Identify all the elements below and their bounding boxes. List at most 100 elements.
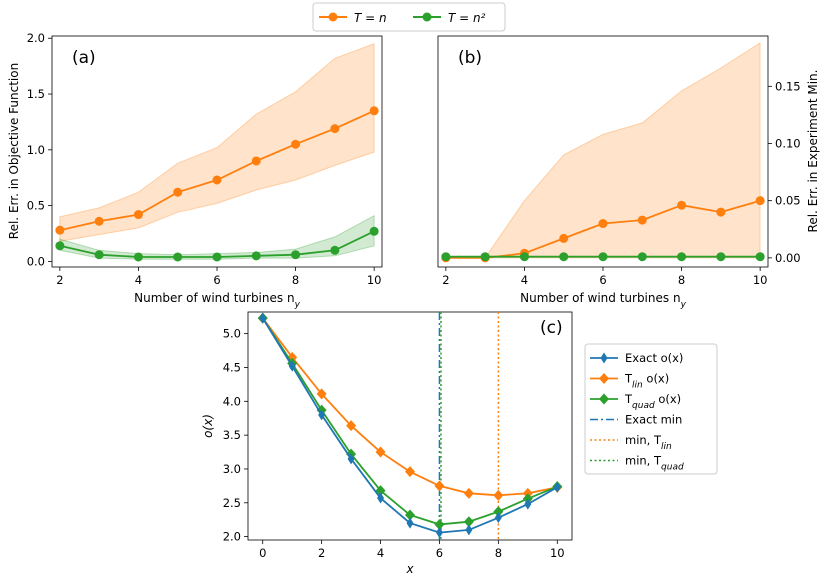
panel-c-point xyxy=(406,517,414,529)
panel-c-xlabel: x xyxy=(405,562,414,576)
legend-c-label-3: Exact min xyxy=(625,413,682,427)
panel-a-point xyxy=(369,106,379,116)
panel-b-label: (b) xyxy=(458,48,482,68)
panel-a-point xyxy=(55,225,65,235)
panel-c-point xyxy=(259,312,267,324)
panel-b-xtick-label: 2 xyxy=(442,273,449,287)
panel-b-point xyxy=(598,252,608,262)
panel-b-ytick-label: 0.15 xyxy=(775,79,801,93)
legend-c-marker-0 xyxy=(600,352,608,364)
panel-c-ylabel: o(x) xyxy=(201,414,215,438)
panel-c-ytick-label: 5.0 xyxy=(223,327,241,341)
panel-c-point xyxy=(288,360,296,372)
panel-c-legend-frame xyxy=(584,343,718,475)
panel-a-ytick-label: 1.5 xyxy=(27,87,45,101)
panel-a-xtick-label: 6 xyxy=(213,273,220,287)
panel-c-ytick-label: 4.0 xyxy=(223,394,241,408)
panel-a-band-0 xyxy=(59,43,375,242)
panel-b-point xyxy=(716,252,726,262)
panel-c-point xyxy=(434,518,445,530)
panel-b-ytick-label: 0.05 xyxy=(775,194,801,208)
panel-a-point xyxy=(173,187,183,197)
panel-c-legend: Exact o(x) Tlin o(x)Tquad o(x) Exact min mi… xyxy=(584,343,718,475)
panel-b-xlabel: Number of wind turbines ny xyxy=(520,291,686,310)
panel-b-ylabel: Rel. Err. in Experiment Min. xyxy=(806,70,820,233)
panel-c-ytick-label: 3.5 xyxy=(223,428,241,442)
legend-c-label-5: min, Tquad xyxy=(625,454,684,473)
panel-a-ytick-label: 0.0 xyxy=(27,254,45,268)
panel-c-xtick-label: 6 xyxy=(436,546,443,560)
panel-a-point xyxy=(251,156,261,166)
panel-b-point xyxy=(519,252,529,262)
top-legend: T = n T = n² xyxy=(312,2,506,32)
panel-a-point xyxy=(94,216,104,226)
panel-a-xlabel: Number of wind turbines ny xyxy=(134,291,300,310)
panel-a-point xyxy=(55,241,65,251)
legend-c-label-0: Exact o(x) xyxy=(625,351,683,365)
panel-b-ytick-label: 0.00 xyxy=(775,251,801,265)
panel-a-point xyxy=(212,252,222,262)
panel-c-point xyxy=(493,489,504,501)
legend-c-label-4: min, Tlin xyxy=(625,433,672,452)
legend-c-label-2: Tquad o(x) xyxy=(624,392,681,411)
panel-a-point xyxy=(173,252,183,262)
panel-c-point xyxy=(405,509,415,521)
panel-a-ytick-label: 1.0 xyxy=(27,143,45,157)
panel-c-xtick-label: 10 xyxy=(550,546,565,560)
legend-c-marker-2 xyxy=(599,393,609,405)
panel-c-point xyxy=(318,409,326,421)
panel-c-ytick-label: 2.0 xyxy=(223,530,241,544)
legend-marker-tn xyxy=(328,12,338,22)
panel-c-point xyxy=(494,512,502,524)
panel-a-point xyxy=(330,124,340,134)
legend-label-tn: T = n xyxy=(354,11,387,25)
panel-b-xtick-label: 4 xyxy=(521,273,528,287)
panel-a-ylabel: Rel. Err. in Objective Function xyxy=(7,63,21,239)
panel-b-point xyxy=(559,252,569,262)
panel-b-xtick-label: 6 xyxy=(599,273,606,287)
panel-b-point xyxy=(755,252,765,262)
panel-a-point xyxy=(212,175,222,185)
panel-a-point xyxy=(369,226,379,236)
panel-c-point xyxy=(347,453,355,465)
panel-c-xtick-label: 4 xyxy=(377,546,384,560)
panel-c-point xyxy=(377,492,385,504)
panel-b-point xyxy=(716,207,726,217)
panel-c-point xyxy=(553,481,561,493)
panel-a-point xyxy=(291,250,301,260)
legend-label-tn2: T = n² xyxy=(448,11,486,25)
panel-c-xtick-label: 8 xyxy=(495,546,502,560)
panel-c-point xyxy=(316,388,327,400)
panel-a-xtick-label: 2 xyxy=(56,273,63,287)
panel-a-ytick-label: 0.5 xyxy=(27,199,45,213)
panel-c-point xyxy=(493,506,504,518)
panel-c: 0 2 4 6 8 10 2.0 2.5 3.0 3.5 4.0 4.5 5.0 (c) x o(x) xyxy=(201,311,573,576)
panel-c-xtick-label: 0 xyxy=(259,546,266,560)
panel-a-point xyxy=(330,245,340,255)
top-legend-frame xyxy=(312,2,506,32)
panel-c-point xyxy=(375,446,386,458)
panel-c-label: (c) xyxy=(540,318,563,338)
panel-c-point xyxy=(434,480,445,492)
panel-a-ytick-label: 2.0 xyxy=(27,31,45,45)
panel-b-xtick-label: 8 xyxy=(678,273,685,287)
panel-c-point xyxy=(524,498,532,510)
panel-c-point xyxy=(463,487,474,499)
panel-a-xtick-label: 4 xyxy=(135,273,142,287)
panel-b-point xyxy=(637,215,647,225)
panel-c-point xyxy=(465,524,473,536)
panel-b-point xyxy=(677,200,687,210)
panel-c-xtick-label: 2 xyxy=(318,546,325,560)
legend-marker-tn2 xyxy=(422,12,432,22)
panel-a-point xyxy=(251,251,261,261)
panel-b-point xyxy=(559,233,569,243)
panel-c-ytick-label: 2.5 xyxy=(223,496,241,510)
panel-a-xtick-label: 8 xyxy=(292,273,299,287)
panel-c-point xyxy=(405,466,415,478)
panel-c-frame xyxy=(247,311,573,541)
panel-c-line-0 xyxy=(261,317,558,534)
panel-b-point xyxy=(480,252,490,262)
legend-c-marker-1 xyxy=(599,373,609,384)
panel-a-xtick-label: 10 xyxy=(367,273,382,287)
